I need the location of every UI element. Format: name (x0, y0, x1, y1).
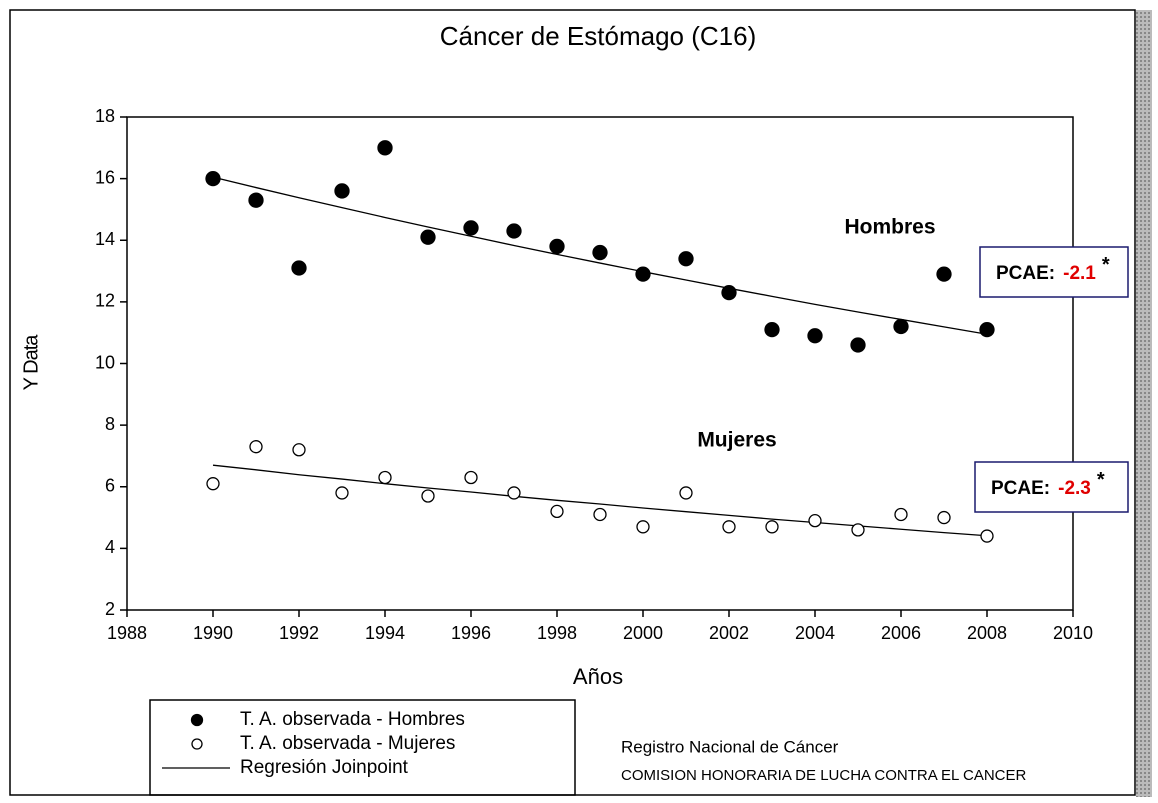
data-point (335, 486, 349, 500)
data-point (979, 321, 995, 338)
data-point (378, 470, 392, 485)
legend-label: Regresión Joinpoint (240, 757, 409, 778)
data-point (506, 223, 522, 239)
y-tick-label: 14 (95, 229, 115, 249)
data-point (507, 486, 521, 500)
x-tick-label: 2000 (623, 623, 663, 643)
data-point (808, 513, 822, 528)
data-point (377, 140, 393, 156)
data-point (850, 337, 866, 353)
data-point (721, 284, 737, 301)
x-tick-label: 2002 (709, 623, 749, 643)
data-point (248, 192, 264, 208)
footer-line: Registro Nacional de Cáncer (621, 737, 839, 756)
footer-line: COMISION HONORARIA DE LUCHA CONTRA EL CA… (621, 767, 1027, 784)
y-tick-label: 2 (105, 599, 115, 619)
legend-marker (191, 738, 203, 750)
legend-marker (190, 713, 204, 727)
data-point (635, 266, 651, 282)
x-tick-label: 2006 (881, 623, 921, 643)
x-tick-label: 1994 (365, 623, 405, 643)
data-point (764, 321, 780, 338)
y-tick-label: 18 (95, 106, 115, 126)
data-point (420, 229, 436, 245)
pcae-value: -2.1 (1063, 263, 1096, 284)
data-point (421, 489, 435, 503)
x-tick-label: 2008 (967, 623, 1007, 643)
y-axis-label: Y Data (20, 334, 42, 391)
data-point (678, 251, 694, 267)
data-point (722, 520, 736, 534)
x-tick-label: 1992 (279, 623, 319, 643)
data-point (292, 443, 306, 457)
data-point (550, 504, 564, 519)
data-point (679, 486, 693, 500)
legend-box (149, 699, 576, 796)
y-tick-label: 12 (95, 291, 115, 311)
x-tick-label: 1996 (451, 623, 491, 643)
pcae-mark: * (1102, 254, 1110, 276)
pcae-text: PCAE: -2.3 * (991, 469, 1105, 499)
y-tick-label: 10 (95, 352, 115, 372)
y-tick-label: 6 (105, 476, 115, 496)
x-tick-label: 1990 (193, 623, 233, 643)
data-point (765, 520, 779, 534)
regression-line (212, 464, 988, 537)
y-tick-label: 16 (95, 167, 115, 187)
y-tick-label: 8 (105, 414, 115, 434)
data-point (549, 238, 565, 255)
legend-label: T. A. observada - Hombres (240, 709, 465, 730)
regression-line (212, 176, 988, 335)
group-label: Mujeres (697, 429, 776, 452)
x-tick-label: 2010 (1053, 623, 1093, 643)
pcae-value: -2.3 (1058, 478, 1091, 499)
y-tick-label: 4 (105, 537, 115, 557)
data-point (851, 523, 865, 537)
data-point (463, 220, 479, 236)
data-point (893, 318, 909, 335)
x-axis-label: Años (573, 664, 623, 689)
x-tick-label: 2004 (795, 623, 835, 643)
x-tick-label: 1988 (107, 623, 147, 643)
pcae-box (979, 246, 1129, 298)
pcae-mark: * (1097, 469, 1105, 491)
pcae-label: PCAE: (991, 478, 1050, 499)
group-label: Hombres (844, 216, 935, 239)
data-point (249, 440, 263, 454)
data-point (936, 266, 952, 282)
chart-title: Cáncer de Estómago (C16) (440, 21, 756, 51)
legend-label: T. A. observada - Mujeres (240, 733, 455, 754)
data-point (592, 244, 608, 261)
data-point (980, 529, 994, 543)
data-point (593, 507, 607, 522)
x-tick-label: 1998 (537, 623, 577, 643)
data-point (937, 510, 951, 525)
data-point (205, 170, 221, 187)
data-point (464, 470, 478, 485)
data-point (334, 183, 350, 199)
data-point (291, 260, 307, 276)
pcae-text: PCAE: -2.1 * (996, 254, 1110, 284)
frame-strip (1136, 10, 1152, 797)
pcae-box (974, 461, 1129, 513)
data-point (894, 507, 908, 522)
pcae-label: PCAE: (996, 263, 1055, 284)
data-point (636, 520, 650, 534)
data-point (807, 328, 823, 344)
data-point (206, 477, 220, 491)
